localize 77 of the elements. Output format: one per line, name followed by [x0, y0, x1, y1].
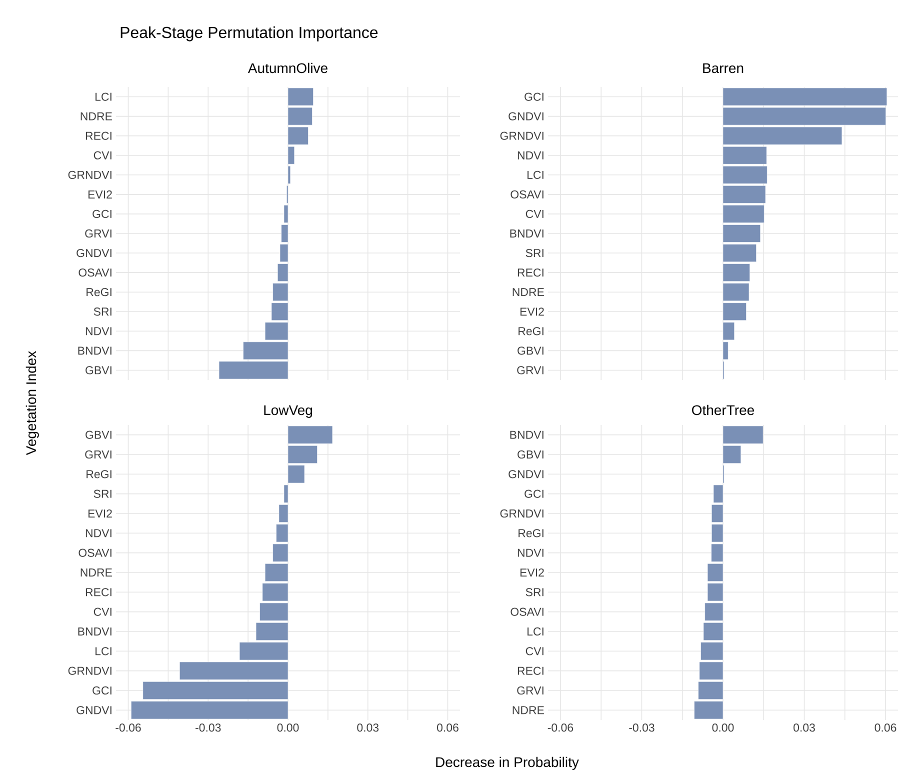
x-tick-label: 0.06	[874, 724, 896, 732]
y-tick-label: RECI	[518, 268, 544, 277]
y-tick-label: GRNDVI	[500, 509, 544, 518]
y-tick-label: OSAVI	[78, 268, 112, 277]
y-tick-label: EVI2	[88, 509, 112, 518]
y-tick-label: SRI	[526, 248, 544, 258]
y-tick-label: GBVI	[518, 346, 544, 355]
y-tick-label: BNDVI	[510, 230, 544, 238]
y-tick-label: LCI	[96, 647, 112, 656]
y-tick-label: GBVI	[86, 430, 112, 439]
y-tick-label: BNDVI	[78, 346, 112, 355]
y-tick-label: ReGI	[86, 470, 112, 478]
y-tick-label: NDRE	[80, 112, 112, 120]
y-tick-label: NDRE	[80, 568, 112, 576]
y-tick-label: RECI	[518, 666, 544, 675]
chart-subtitle: Barren	[703, 63, 744, 74]
x-tick-label: -0.06	[548, 724, 574, 732]
y-tick-label: GNDVI	[508, 470, 544, 478]
x-tick-label: -0.03	[196, 724, 221, 732]
y-tick-label: NDVI	[518, 151, 544, 160]
y-tick-label: GCI	[524, 92, 544, 101]
y-tick-label: GRVI	[517, 686, 544, 695]
y-tick-label: NDRE	[512, 706, 544, 714]
chart-subtitle: LowVeg	[264, 405, 312, 418]
y-tick-label: SRI	[526, 588, 544, 596]
y-tick-label: GNDVI	[508, 112, 544, 120]
y-tick-label: CVI	[94, 608, 112, 616]
y-tick-label: NDVI	[518, 548, 544, 557]
y-tick-label: GRVI	[85, 229, 112, 238]
y-tick-label: CVI	[526, 210, 544, 218]
y-tick-label: GRNDVI	[68, 666, 112, 675]
y-tick-label: ReGI	[86, 288, 112, 296]
y-tick-label: BNDVI	[510, 430, 544, 439]
x-tick-label: 0.03	[794, 724, 815, 732]
chart-subtitle: AutumnOlive	[248, 62, 328, 74]
y-tick-label: LCI	[528, 627, 544, 636]
x-tick-label: -0.03	[629, 724, 654, 732]
x-tick-label: 0.00	[712, 724, 734, 732]
y-tick-label: GRVI	[517, 366, 544, 374]
y-tick-label: BNDVI	[78, 628, 112, 636]
y-tick-label: GBVI	[518, 450, 544, 459]
y-tick-label: GCI	[92, 210, 112, 218]
y-tick-label: CVI	[526, 647, 544, 656]
y-tick-label: OSAVI	[78, 548, 112, 557]
y-tick-label: GCI	[524, 490, 544, 498]
y-tick-label: GNDVI	[76, 706, 112, 714]
y-tick-label: EVI2	[520, 308, 544, 316]
x-axis-title: Decrease in Probability	[436, 756, 579, 770]
y-tick-label: GNDVI	[76, 248, 112, 258]
y-tick-label: SRI	[94, 490, 112, 498]
y-tick-label: ReGI	[518, 529, 544, 538]
y-tick-label: GRNDVI	[500, 132, 544, 140]
y-tick-label: GRVI	[85, 450, 112, 459]
y-tick-label: NDVI	[86, 327, 112, 336]
y-tick-label: GBVI	[86, 366, 112, 374]
y-tick-label: ReGI	[518, 327, 544, 336]
y-tick-label: OSAVI	[510, 190, 544, 198]
y-tick-label: CVI	[94, 151, 112, 160]
y-tick-label: OSAVI	[510, 608, 544, 616]
x-tick-label: -0.06	[116, 724, 141, 732]
x-tick-label: 0.03	[357, 724, 379, 732]
x-tick-label: 0.00	[277, 724, 299, 732]
y-tick-label: GRNDVI	[68, 170, 112, 179]
y-tick-label: LCI	[528, 170, 544, 179]
y-tick-label: LCI	[96, 92, 112, 101]
y-tick-label: NDVI	[86, 529, 112, 538]
chart-subtitle: OtherTree	[692, 404, 754, 416]
y-tick-label: EVI2	[88, 190, 112, 198]
y-tick-label: RECI	[86, 588, 112, 596]
x-tick-label: 0.06	[437, 724, 458, 732]
y-tick-label: EVI2	[520, 568, 544, 577]
y-tick-label: RECI	[86, 132, 112, 140]
y-axis-title: Vegetation Index	[26, 351, 39, 456]
chart-title: Peak-Stage Permutation Importance	[120, 26, 378, 42]
y-tick-label: NDRE	[512, 288, 544, 296]
y-tick-label: SRI	[94, 308, 112, 316]
y-tick-label: GCI	[92, 686, 112, 695]
